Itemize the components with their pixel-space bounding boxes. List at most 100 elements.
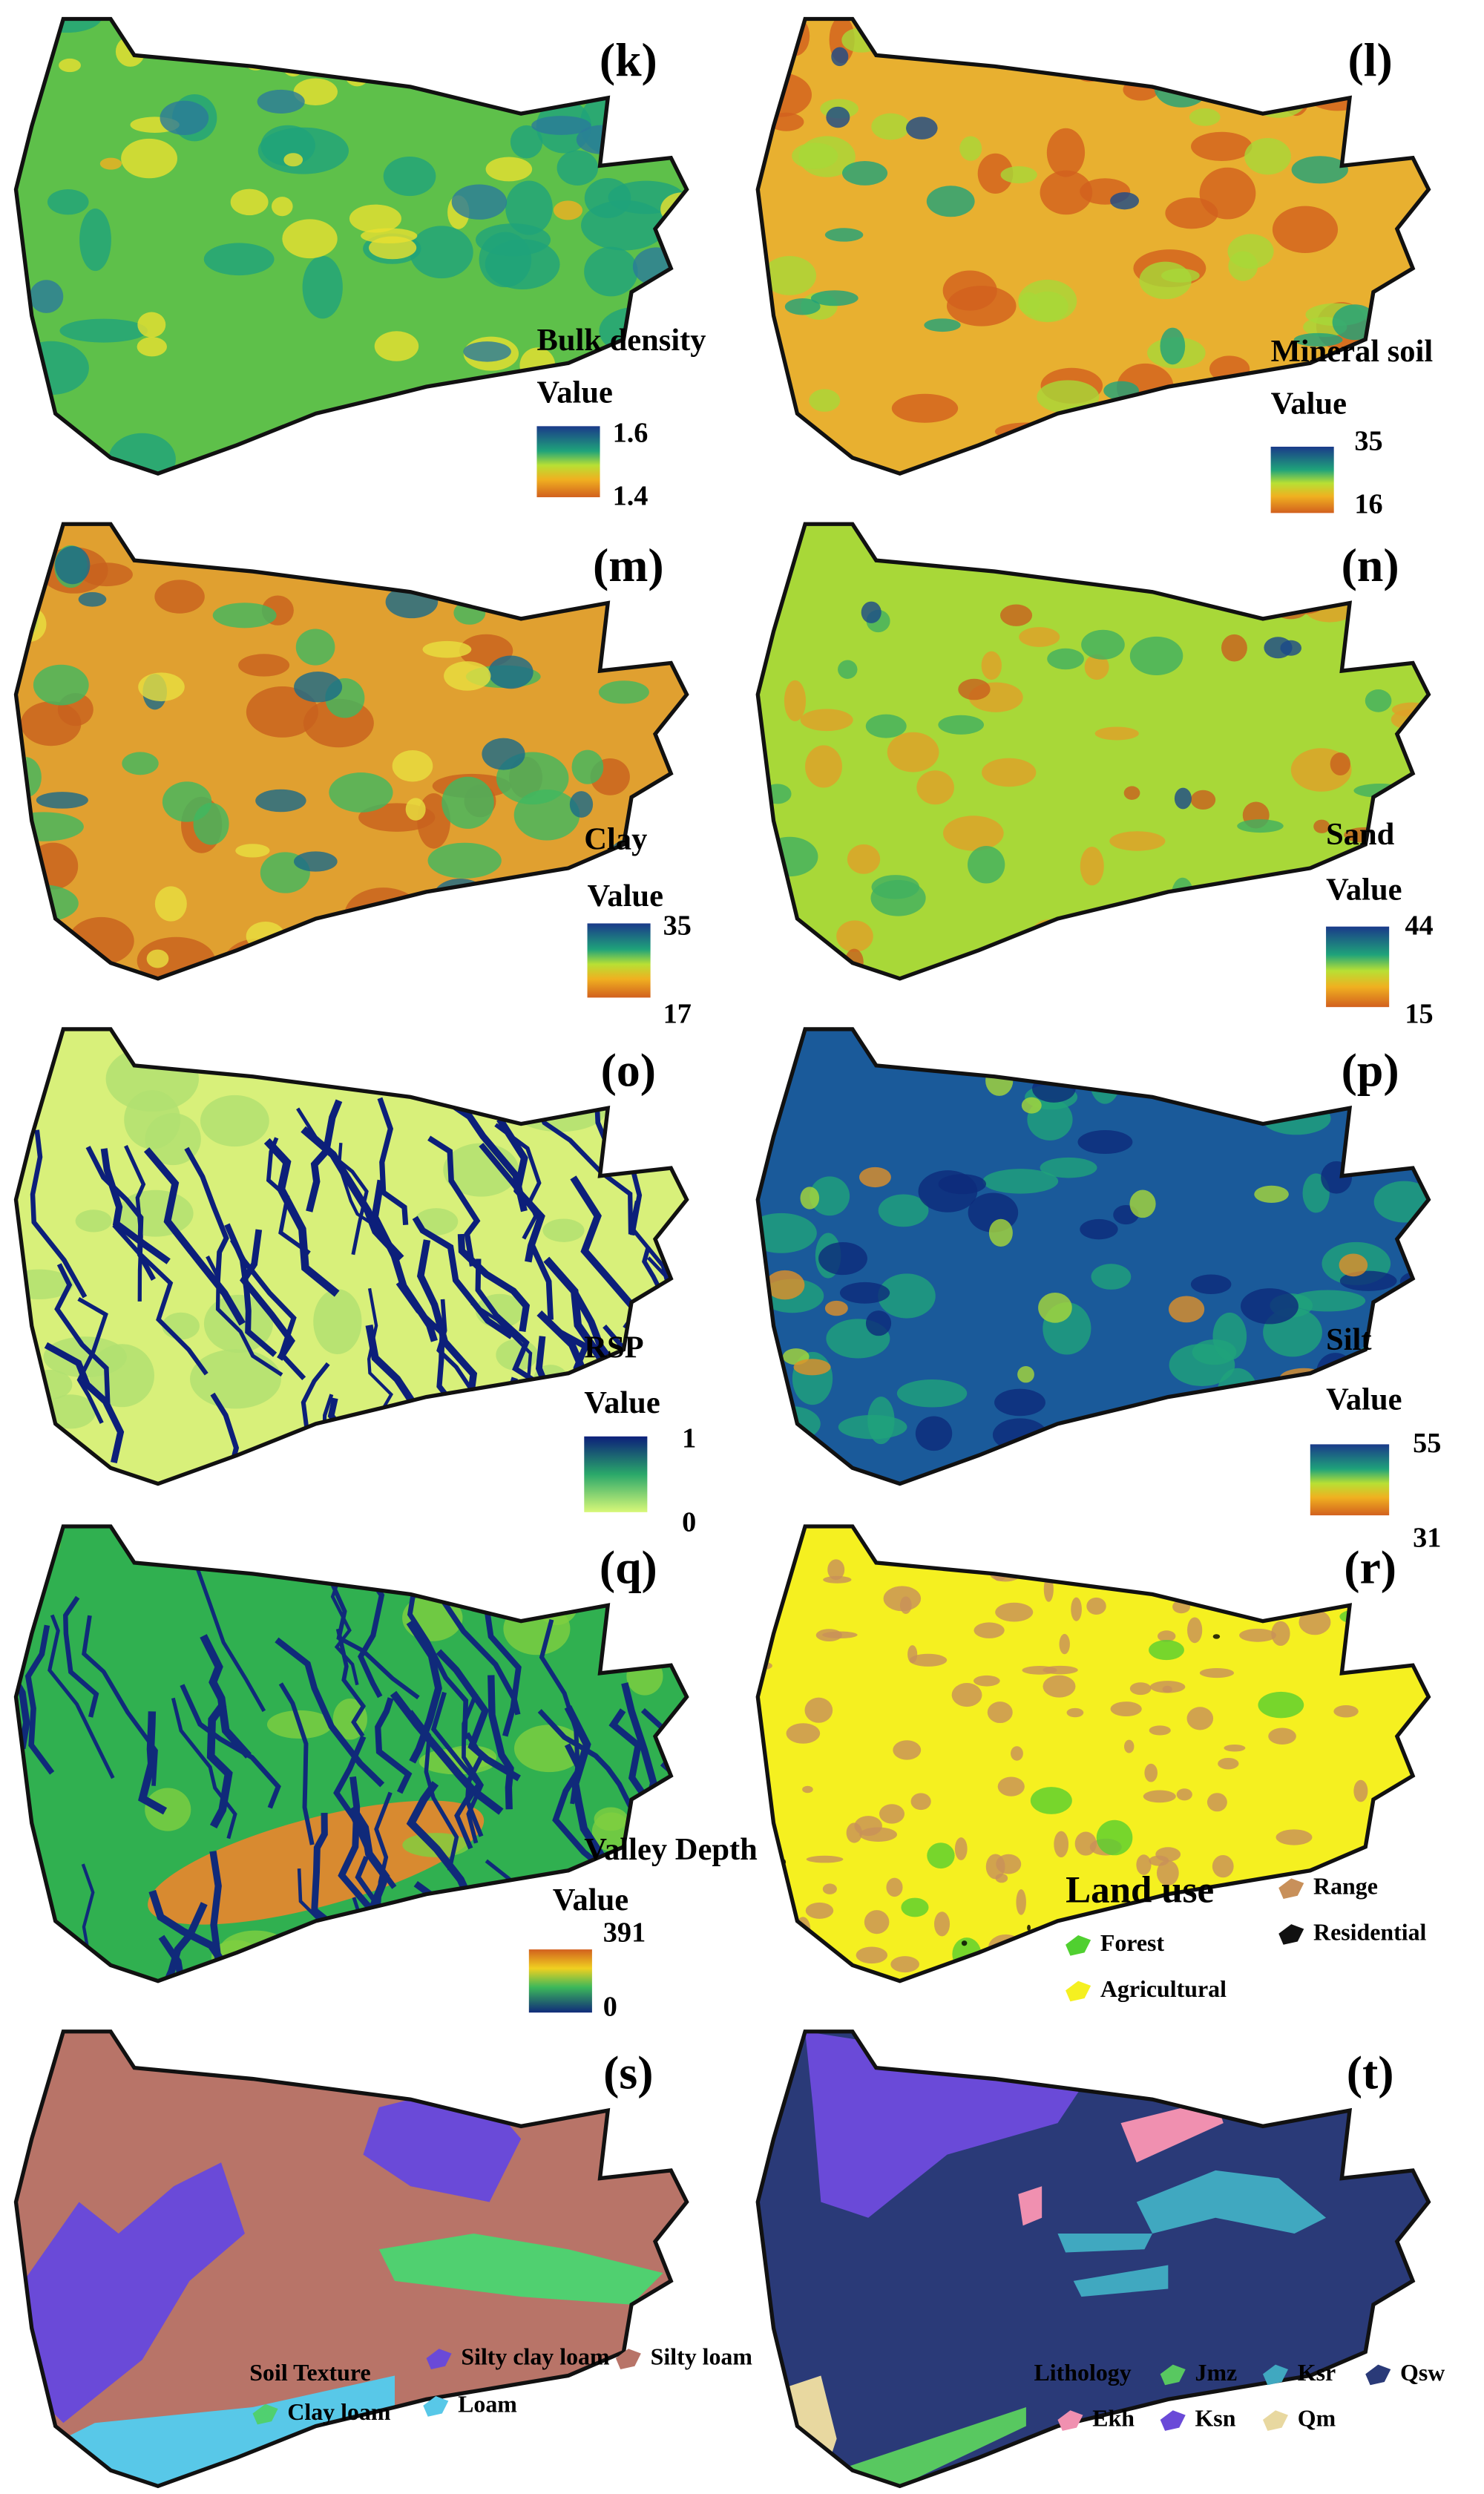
channel	[371, 1179, 438, 1342]
map-patch	[302, 255, 343, 319]
legend-min: 17	[663, 998, 692, 1029]
map-patch	[1080, 1218, 1118, 1240]
map-patch	[887, 732, 939, 772]
channel	[436, 1649, 521, 1782]
panel-label: (s)	[603, 2046, 653, 2098]
map-patch	[160, 100, 209, 136]
legend-subtitle: Value	[1326, 873, 1402, 908]
map-patch	[818, 1241, 867, 1276]
map-patch	[827, 1559, 845, 1581]
map-patch	[513, 1725, 585, 1773]
map-patch	[1086, 1597, 1106, 1615]
channel	[427, 1135, 481, 1267]
channel	[475, 1443, 531, 1484]
map-patch	[977, 153, 1014, 194]
channel	[457, 1233, 531, 1333]
channel	[433, 1445, 483, 1484]
map-patch	[871, 113, 910, 140]
map-patch	[608, 366, 652, 398]
map-patch	[1399, 1370, 1429, 1389]
map-patch	[230, 188, 269, 216]
map-patch	[1129, 1682, 1152, 1696]
map-patch	[553, 200, 583, 220]
map	[16, 1526, 687, 1981]
map-patch	[1110, 191, 1140, 210]
channel	[44, 1342, 125, 1464]
map-patch	[1271, 1621, 1290, 1647]
channel	[224, 1223, 278, 1357]
map-patch	[1321, 1161, 1353, 1194]
map-patch	[1054, 557, 1076, 577]
map-patch	[1330, 752, 1350, 775]
map-patch	[33, 664, 89, 706]
legend-item: Agricultural	[1100, 1976, 1227, 2002]
map-patch	[839, 1282, 890, 1304]
map	[16, 1028, 687, 1484]
map-patch	[79, 209, 111, 272]
map-patch	[124, 1090, 181, 1149]
map-patch	[861, 601, 881, 623]
map-patch	[1394, 626, 1429, 646]
channel	[413, 1880, 508, 1981]
map-patch	[381, 524, 459, 559]
map-patch	[786, 1723, 821, 1744]
map-patch	[1046, 128, 1086, 177]
map-patch	[493, 551, 533, 583]
map-patch	[976, 1960, 1006, 1972]
map-patch	[933, 1911, 951, 1937]
map-patch	[810, 1176, 850, 1216]
map-patch	[27, 842, 79, 890]
map-patch	[1168, 1296, 1205, 1323]
map-patch	[1189, 108, 1221, 126]
channel	[537, 1709, 633, 1808]
legend-title: Land use	[1066, 1869, 1214, 1911]
map-patch	[222, 939, 292, 979]
map-patch	[810, 290, 858, 306]
map-patch	[21, 701, 82, 746]
map-patch	[926, 186, 975, 217]
map-patch	[1109, 831, 1166, 851]
map-panel: (s) Soil Texture Silty clay loam Silty loam…	[13, 2029, 752, 2489]
legend-max: 391	[603, 1917, 646, 1948]
legend-subtitle: Value	[1326, 1382, 1402, 1417]
map-patch	[59, 318, 148, 343]
map-patch	[1077, 1130, 1133, 1155]
legend-swatch	[1057, 2410, 1083, 2431]
map-patch	[137, 337, 167, 357]
map-patch	[938, 715, 985, 735]
map-patch	[392, 749, 433, 782]
map-patch	[138, 672, 185, 702]
map-patch	[1149, 1725, 1171, 1736]
channel	[206, 1702, 233, 1829]
map-patch	[571, 749, 604, 784]
map-patch	[632, 247, 680, 286]
map-patch	[1313, 819, 1330, 833]
map-patch	[485, 157, 533, 182]
channel	[143, 1147, 246, 1326]
map-patch	[916, 770, 954, 805]
map-patch	[505, 180, 553, 235]
channel	[158, 1935, 237, 1981]
map-patch	[408, 19, 464, 40]
map-patch	[1049, 1526, 1068, 1543]
map-patch	[1066, 1707, 1084, 1718]
map-patch	[531, 116, 591, 135]
map-patch	[1131, 955, 1149, 979]
legend-item: Forest	[1100, 1930, 1165, 1956]
channel	[349, 1921, 398, 1981]
map-patch	[295, 629, 335, 666]
map-patch	[826, 106, 850, 128]
map-patch	[1160, 327, 1186, 365]
legend-min: 0	[682, 1506, 696, 1538]
map-patch	[1382, 1628, 1416, 1655]
channel	[54, 1263, 111, 1405]
legend-title: Silt	[1326, 1322, 1371, 1357]
map-patch	[784, 298, 821, 315]
map-patch	[405, 798, 426, 821]
map-patch	[174, 528, 220, 551]
map-patch	[981, 651, 1002, 680]
map-patch	[968, 846, 1005, 884]
watershed-outline	[755, 1027, 1431, 1486]
map-patch	[271, 197, 293, 217]
